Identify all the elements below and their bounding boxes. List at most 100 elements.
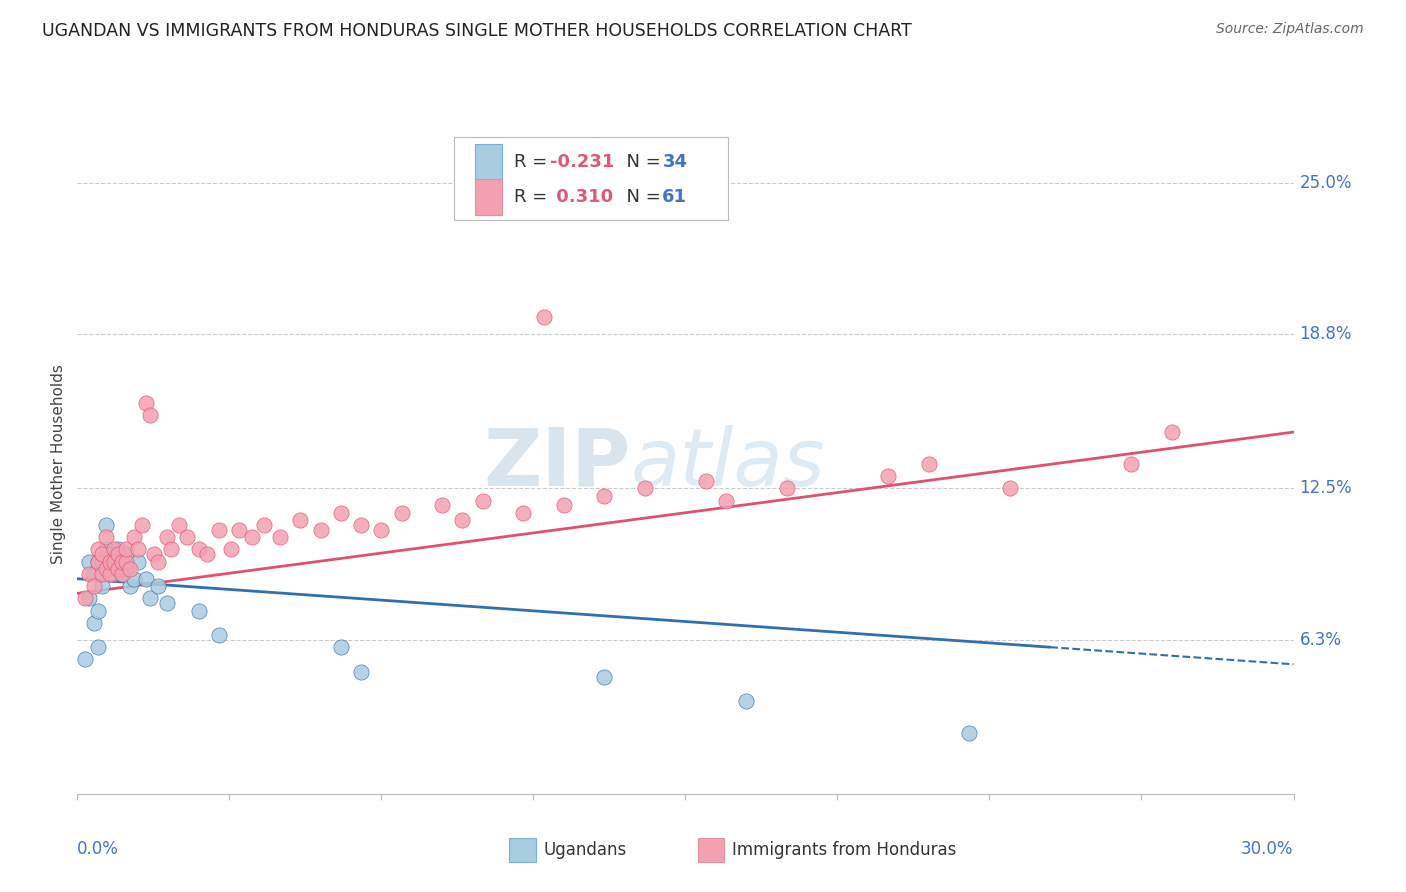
Point bbox=[253, 518, 276, 533]
Point bbox=[1161, 425, 1184, 439]
Point bbox=[1121, 457, 1143, 471]
Point bbox=[329, 506, 352, 520]
Text: Immigrants from Honduras: Immigrants from Honduras bbox=[731, 841, 956, 859]
Point bbox=[143, 547, 166, 561]
Point bbox=[139, 591, 162, 606]
Point bbox=[103, 542, 125, 557]
Point bbox=[86, 555, 108, 569]
Point bbox=[98, 566, 121, 581]
Point bbox=[533, 310, 555, 325]
Point bbox=[148, 555, 170, 569]
Point bbox=[103, 555, 125, 569]
Point bbox=[98, 547, 121, 561]
Text: -0.231: -0.231 bbox=[550, 153, 614, 170]
Point bbox=[159, 542, 181, 557]
Text: 61: 61 bbox=[662, 188, 688, 206]
Point bbox=[90, 547, 112, 561]
Point bbox=[75, 652, 97, 666]
Point bbox=[86, 640, 108, 655]
Point bbox=[195, 547, 218, 561]
Text: 25.0%: 25.0% bbox=[1299, 174, 1353, 192]
Point bbox=[83, 566, 105, 581]
Point bbox=[139, 408, 162, 422]
Point bbox=[90, 579, 112, 593]
Text: Ugandans: Ugandans bbox=[543, 841, 627, 859]
Text: UGANDAN VS IMMIGRANTS FROM HONDURAS SINGLE MOTHER HOUSEHOLDS CORRELATION CHART: UGANDAN VS IMMIGRANTS FROM HONDURAS SING… bbox=[42, 22, 912, 40]
Point bbox=[350, 518, 373, 533]
Point bbox=[118, 579, 141, 593]
Point bbox=[188, 542, 211, 557]
Point bbox=[735, 694, 758, 708]
Point bbox=[269, 530, 291, 544]
FancyBboxPatch shape bbox=[454, 137, 728, 219]
Text: Source: ZipAtlas.com: Source: ZipAtlas.com bbox=[1216, 22, 1364, 37]
Y-axis label: Single Mother Households: Single Mother Households bbox=[51, 364, 66, 564]
Point bbox=[98, 555, 121, 569]
Point bbox=[290, 513, 312, 527]
Text: 6.3%: 6.3% bbox=[1299, 631, 1341, 648]
Point bbox=[103, 566, 125, 581]
Point bbox=[90, 555, 112, 569]
Point bbox=[593, 489, 616, 503]
Point bbox=[957, 725, 980, 739]
FancyBboxPatch shape bbox=[697, 838, 724, 862]
Point bbox=[83, 615, 105, 630]
Point bbox=[553, 499, 575, 513]
Point bbox=[228, 523, 250, 537]
Text: R =: R = bbox=[515, 153, 553, 170]
Point bbox=[714, 493, 737, 508]
Point bbox=[998, 481, 1021, 495]
Point bbox=[79, 555, 101, 569]
FancyBboxPatch shape bbox=[475, 144, 502, 180]
Point bbox=[240, 530, 263, 544]
Point bbox=[155, 530, 177, 544]
Point bbox=[634, 481, 657, 495]
Point bbox=[86, 542, 108, 557]
Point bbox=[115, 562, 138, 576]
Point bbox=[90, 566, 112, 581]
Point bbox=[918, 457, 941, 471]
Text: ZIP: ZIP bbox=[484, 425, 631, 503]
Point bbox=[512, 506, 534, 520]
Point bbox=[471, 493, 494, 508]
Point bbox=[86, 555, 108, 569]
Text: 0.310: 0.310 bbox=[550, 188, 613, 206]
Point bbox=[350, 665, 373, 679]
Point bbox=[695, 474, 717, 488]
Point bbox=[208, 523, 231, 537]
Point bbox=[135, 572, 157, 586]
Point bbox=[115, 555, 138, 569]
Point bbox=[75, 591, 97, 606]
Point bbox=[115, 542, 138, 557]
Point bbox=[135, 395, 157, 409]
Point bbox=[83, 579, 105, 593]
Point bbox=[176, 530, 198, 544]
Point bbox=[167, 518, 190, 533]
Text: 30.0%: 30.0% bbox=[1241, 840, 1294, 858]
Point bbox=[127, 555, 149, 569]
Point bbox=[98, 562, 121, 576]
Point bbox=[115, 547, 138, 561]
Point bbox=[329, 640, 352, 655]
Text: 12.5%: 12.5% bbox=[1299, 479, 1353, 497]
Point bbox=[79, 566, 101, 581]
Point bbox=[593, 669, 616, 683]
Point bbox=[148, 579, 170, 593]
Point bbox=[776, 481, 799, 495]
Point bbox=[127, 542, 149, 557]
Point bbox=[122, 572, 145, 586]
Text: atlas: atlas bbox=[631, 425, 825, 503]
Text: N =: N = bbox=[614, 188, 666, 206]
Point bbox=[208, 628, 231, 642]
Point bbox=[370, 523, 392, 537]
Text: 34: 34 bbox=[662, 153, 688, 170]
Point bbox=[79, 591, 101, 606]
Point bbox=[391, 506, 413, 520]
Point bbox=[111, 566, 134, 581]
Text: R =: R = bbox=[515, 188, 553, 206]
Point bbox=[131, 518, 153, 533]
Text: N =: N = bbox=[614, 153, 666, 170]
Point bbox=[94, 562, 117, 576]
Point bbox=[94, 518, 117, 533]
Point bbox=[107, 555, 129, 569]
